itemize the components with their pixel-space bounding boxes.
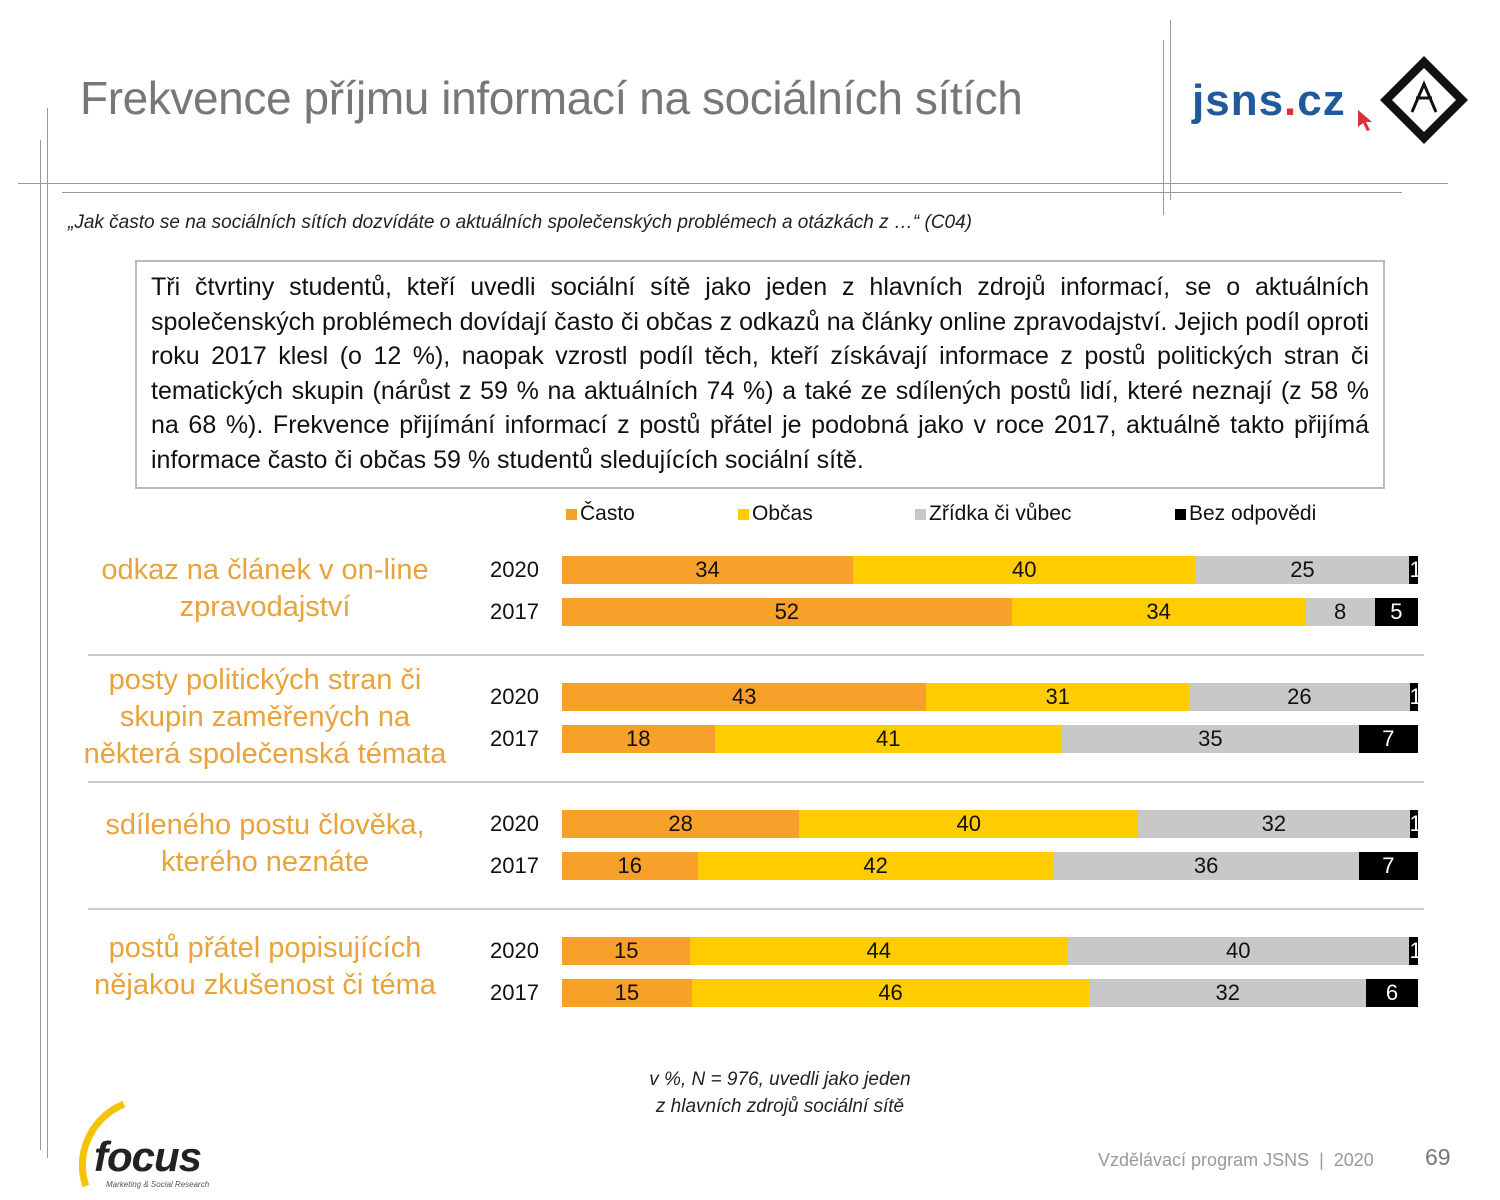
divider	[62, 192, 1402, 193]
divider	[1170, 20, 1171, 200]
bar-segment: 43	[562, 683, 927, 711]
legend-item: Zřídka či vůbec	[915, 502, 1071, 526]
year-label: 2020	[490, 938, 539, 963]
legend-item: Občas	[738, 502, 813, 526]
bar-segment: 18	[562, 725, 715, 753]
year-label: 2020	[490, 811, 539, 836]
legend-label: Často	[580, 502, 635, 525]
legend-label: Zřídka či vůbec	[929, 502, 1072, 525]
divider	[18, 183, 1448, 184]
year-label: 2017	[490, 853, 539, 878]
legend-swatch	[1175, 508, 1186, 520]
bar-segment: 6	[1366, 979, 1418, 1007]
legend-swatch	[738, 508, 749, 520]
category-label: odkaz na článek v on-line zpravodajství	[101, 554, 429, 623]
bar-segment: 34	[562, 556, 854, 584]
group-separator	[88, 908, 1424, 910]
year-label: 2017	[490, 980, 539, 1005]
focus-logo-text: focus	[94, 1133, 202, 1180]
legend-label: Bez odpovědi	[1189, 502, 1317, 525]
bar-segment: 42	[697, 852, 1054, 880]
bar-segment: 40	[853, 556, 1196, 584]
bar-segment: 7	[1358, 725, 1418, 753]
cursor-icon	[1358, 110, 1372, 131]
bar-segment: 34	[1011, 598, 1306, 626]
legend-label: Občas	[752, 502, 813, 525]
group-separator	[88, 654, 1424, 656]
note-line: z hlavních zdrojů sociální sítě	[655, 1096, 905, 1117]
bar-segment: 40	[799, 810, 1139, 838]
bar-segment: 8	[1305, 598, 1375, 626]
bar-segment: 35	[1062, 725, 1359, 753]
bar-segment: 16	[562, 852, 698, 880]
bar-segment: 32	[1138, 810, 1410, 838]
year-label: 2017	[490, 726, 539, 751]
bar-segment: 15	[562, 937, 691, 965]
category-label: postů přátel popisujících nějakou zkušen…	[94, 932, 436, 1001]
legend-item: Bez odpovědi	[1175, 502, 1316, 526]
summary-text: Tři čtvrtiny studentů, kteří uvedli soci…	[135, 260, 1385, 489]
bar-segment: 36	[1053, 852, 1359, 880]
chart-note: v %, N = 976, uvedli jako jeden z hlavní…	[560, 1066, 1000, 1120]
year-label: 2017	[490, 599, 539, 624]
bar-segment: 15	[562, 979, 692, 1007]
legend-swatch	[566, 508, 577, 520]
divider	[1163, 40, 1164, 215]
bar-segment: 1	[1409, 683, 1418, 711]
page-title: Frekvence příjmu informací na sociálních…	[80, 72, 1023, 124]
category-label: posty politických stran či skupin zaměře…	[83, 664, 447, 770]
footer-text: Vzdělávací program JSNS | 2020	[1098, 1150, 1374, 1170]
bar-segment: 28	[562, 810, 800, 838]
focus-logo-subtitle: Marketing & Social Research	[106, 1180, 210, 1189]
legend-item: Často	[566, 502, 635, 526]
bar-segment: 32	[1089, 979, 1367, 1007]
bar-segment: 25	[1195, 556, 1410, 584]
jsns-logo: jsns.cz	[1192, 76, 1346, 125]
legend-swatch	[915, 508, 926, 520]
category-label: sdíleného postu člověka, kterého neznáte	[105, 809, 425, 878]
survey-question: „Jak často se na sociálních sítích dozví…	[68, 212, 973, 233]
group-separator	[88, 781, 1424, 783]
bar-segment: 1	[1409, 810, 1418, 838]
divider	[40, 140, 41, 1150]
bar-segment: 1	[1409, 937, 1418, 965]
bar-segment: 41	[714, 725, 1063, 753]
bar-segment: 44	[690, 937, 1068, 965]
bar-segment: 31	[926, 683, 1190, 711]
bar-segment: 46	[691, 979, 1090, 1007]
bar-segment: 5	[1374, 598, 1418, 626]
year-label: 2020	[490, 684, 539, 709]
divider	[47, 108, 48, 1158]
year-label: 2020	[490, 557, 539, 582]
page-number: 69	[1425, 1144, 1451, 1170]
note-line: v %, N = 976, uvedli jako jeden	[649, 1069, 911, 1090]
bar-segment: 1	[1409, 556, 1418, 584]
legend: Často Občas Zřídka či vůbec Bez odpovědi	[0, 502, 1500, 532]
bar-segment: 52	[562, 598, 1012, 626]
bar-segment: 40	[1067, 937, 1410, 965]
clovek-v-tisni-logo	[1380, 56, 1468, 144]
bar-segment: 26	[1189, 683, 1410, 711]
bar-segment: 7	[1358, 852, 1418, 880]
